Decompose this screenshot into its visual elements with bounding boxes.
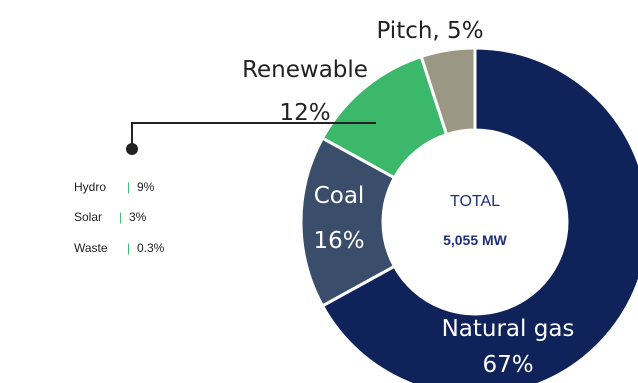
breakdown-name: Solar xyxy=(74,210,102,224)
label-pitch: Pitch, 5% xyxy=(376,18,483,44)
breakdown-row-solar: Solar | 3% xyxy=(74,210,147,224)
breakdown-connector-line xyxy=(131,122,376,148)
breakdown-value: 9% xyxy=(137,180,155,194)
breakdown-value: 0.3% xyxy=(137,241,165,255)
breakdown-row-waste: Waste | 0.3% xyxy=(74,241,165,255)
slice-natural-gas xyxy=(320,46,638,383)
label-coal-name: Coal xyxy=(314,183,365,209)
breakdown-separator: | xyxy=(119,210,122,224)
slice-pitch xyxy=(419,46,477,137)
breakdown-row-hydro: Hydro | 9% xyxy=(74,180,155,194)
label-renewable-value: 12% xyxy=(279,100,330,126)
breakdown-separator: | xyxy=(127,180,130,194)
donut-slices xyxy=(299,46,638,383)
breakdown-name: Hydro xyxy=(74,180,106,194)
label-renewable-name: Renewable xyxy=(242,57,368,83)
breakdown-value: 3% xyxy=(129,210,147,224)
label-natural-gas-name: Natural gas xyxy=(442,316,575,342)
label-coal-value: 16% xyxy=(313,228,364,254)
center-title: TOTAL xyxy=(450,193,500,210)
breakdown-connector-dot xyxy=(126,143,138,155)
label-natural-gas-value: 67% xyxy=(482,352,533,378)
center-value: 5,055 MW xyxy=(443,232,508,248)
breakdown-separator: | xyxy=(127,241,130,255)
breakdown-name: Waste xyxy=(74,241,108,255)
